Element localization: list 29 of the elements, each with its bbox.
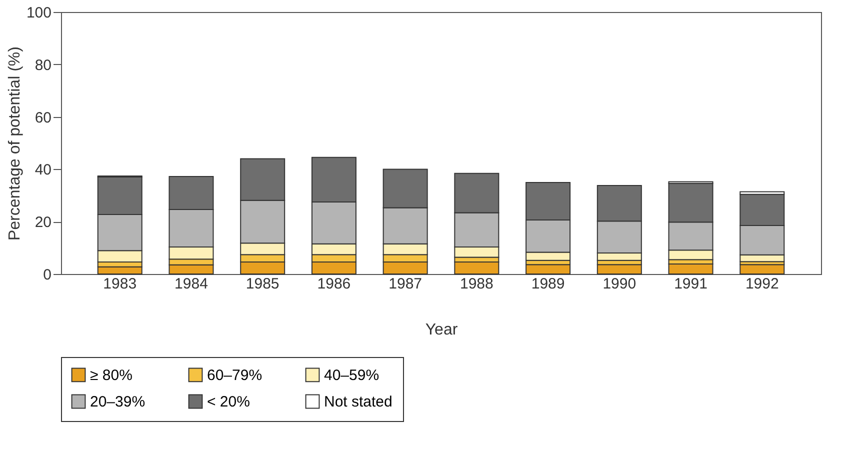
x-tick-label: 1989 xyxy=(531,276,565,292)
y-tick-label: 20 xyxy=(34,214,52,232)
x-tick-label: 1987 xyxy=(388,276,422,292)
x-tick-label: 1991 xyxy=(674,276,708,292)
legend-label: 60–79% xyxy=(207,366,262,384)
y-tick-label: 60 xyxy=(34,109,52,126)
bar xyxy=(526,264,571,274)
legend-label: ≥ 80% xyxy=(90,366,132,384)
x-tick-label: 1992 xyxy=(745,276,779,292)
x-axis-title: Year xyxy=(425,322,458,338)
legend-label: < 20% xyxy=(207,394,250,410)
x-tick-label: 1988 xyxy=(460,276,494,292)
y-tick-label: 80 xyxy=(34,56,52,74)
x-tick-label: 1984 xyxy=(174,276,208,292)
y-tick-label: 40 xyxy=(34,162,52,179)
y-tick-label: 0 xyxy=(43,266,52,284)
bar xyxy=(596,264,642,274)
bar xyxy=(740,264,785,274)
x-tick-label: 1990 xyxy=(602,276,636,292)
legend-label: 20–39% xyxy=(90,394,146,410)
bar xyxy=(454,261,500,274)
y-tick-label: 100 xyxy=(26,4,52,22)
x-tick-label: 1985 xyxy=(246,276,280,292)
x-tick-label: 1983 xyxy=(103,276,137,292)
x-tick-label: 1986 xyxy=(317,276,351,292)
legend-label: Not stated xyxy=(324,394,392,410)
bar xyxy=(668,264,714,274)
y-axis-title: Percentage of potential (%) xyxy=(6,46,24,240)
legend-label: 40–59% xyxy=(324,366,380,384)
